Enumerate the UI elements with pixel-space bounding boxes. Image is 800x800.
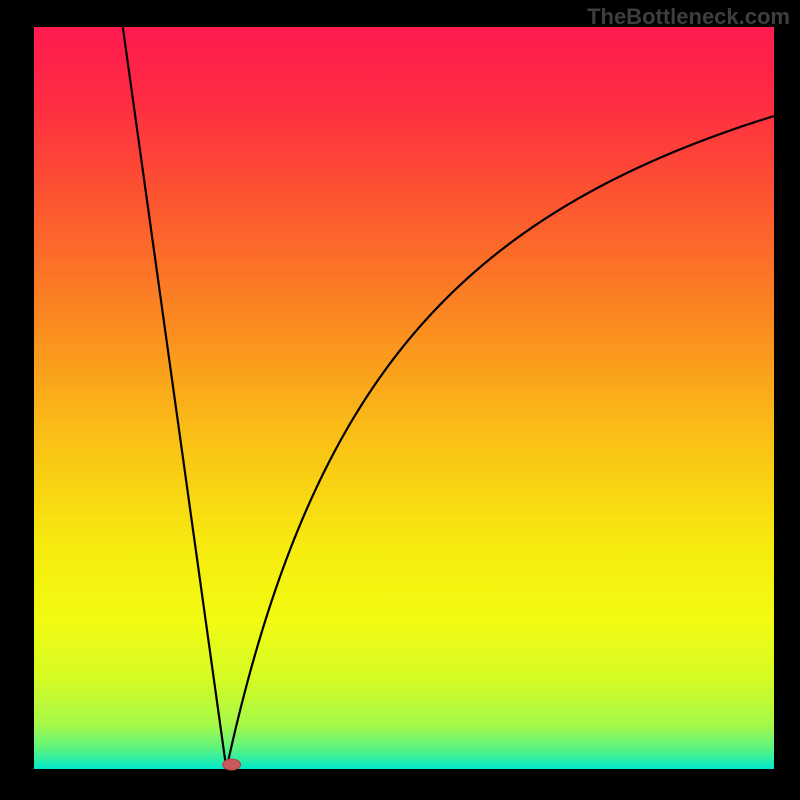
chart-frame: TheBottleneck.com [0,0,800,800]
bottleneck-curve-chart [0,0,800,800]
min-marker [223,759,241,770]
watermark-text: TheBottleneck.com [587,4,790,30]
plot-background [34,27,774,769]
